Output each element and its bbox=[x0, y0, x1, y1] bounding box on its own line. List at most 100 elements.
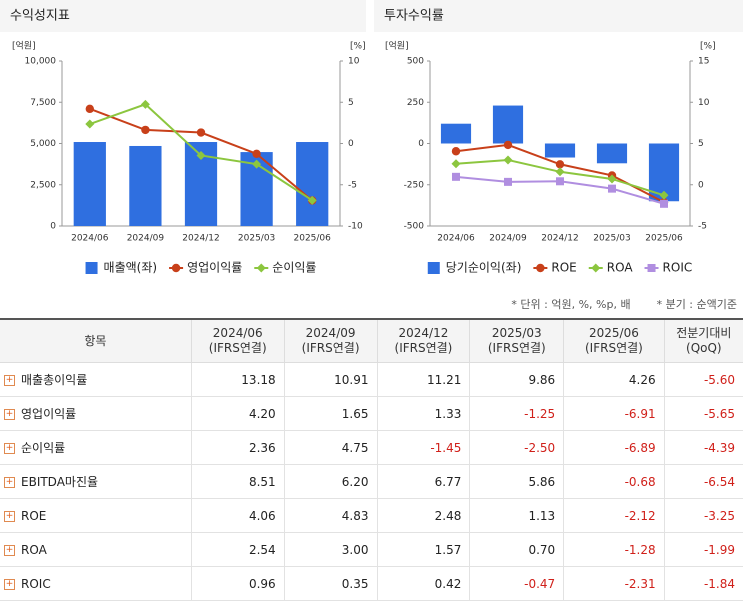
expand-icon[interactable]: + bbox=[4, 544, 15, 556]
line-marker bbox=[171, 263, 181, 273]
expand-icon[interactable]: + bbox=[4, 477, 15, 488]
value-cell: 0.96 bbox=[190, 566, 285, 601]
value-cell: 4.83 bbox=[283, 498, 378, 533]
legend: 당기순이익(좌) ROE ROA ROIC bbox=[427, 261, 692, 275]
column-header: 2025/06 (IFRS연결) bbox=[563, 319, 665, 363]
line-marker bbox=[555, 160, 565, 169]
value-cell: -2.31 bbox=[563, 566, 665, 601]
legend-label: 매출액(좌) bbox=[104, 261, 158, 275]
bar bbox=[544, 143, 576, 158]
value-cell: 1.57 bbox=[376, 532, 471, 567]
line-marker bbox=[452, 172, 460, 181]
column-basis: (IFRS연결) bbox=[394, 341, 453, 355]
column-period: 2024/09 bbox=[305, 326, 356, 340]
value-cell: -2.12 bbox=[563, 498, 665, 533]
value-cell: -5.60 bbox=[663, 362, 743, 397]
line-marker bbox=[555, 167, 565, 177]
line-marker bbox=[252, 159, 262, 169]
value-cell: -1.28 bbox=[563, 532, 665, 567]
value-cell: -3.25 bbox=[663, 498, 743, 533]
value-cell: 6.20 bbox=[283, 464, 378, 499]
row-label-cell: + ROE bbox=[0, 498, 192, 533]
column-basis: (IFRS연결) bbox=[584, 341, 643, 355]
value-cell: -6.91 bbox=[563, 396, 665, 431]
column-header: 2024/12 (IFRS연결) bbox=[376, 319, 471, 363]
y-tick-label: -500 bbox=[404, 222, 425, 232]
line-marker bbox=[591, 263, 601, 273]
value-cell: 1.65 bbox=[283, 396, 378, 431]
legend-label: ROE bbox=[551, 261, 576, 275]
line-marker bbox=[196, 128, 206, 137]
value-cell: -5.65 bbox=[663, 396, 743, 431]
column-basis: (IFRS연결) bbox=[301, 341, 360, 355]
row-label-cell: + 순이익률 bbox=[0, 430, 192, 465]
line-marker bbox=[608, 184, 616, 193]
line-marker bbox=[85, 119, 95, 129]
row-label-cell: + ROIC bbox=[0, 566, 192, 601]
value-cell: -1.84 bbox=[663, 566, 743, 601]
legend-label: 당기순이익(좌) bbox=[446, 261, 522, 275]
row-label: EBITDA마진율 bbox=[21, 475, 99, 489]
column-basis: (QoQ) bbox=[686, 341, 722, 355]
column-header: 항목 bbox=[0, 319, 192, 363]
table-row: + EBITDA마진율 8.51 6.20 6.77 5.86 -0.68 -6.54 bbox=[0, 464, 743, 499]
value-cell: 11.21 bbox=[376, 362, 471, 397]
y2-axis-unit: [%] bbox=[700, 42, 716, 52]
expand-icon[interactable]: + bbox=[4, 578, 15, 590]
legend-label: ROA bbox=[607, 261, 634, 275]
line-marker bbox=[659, 190, 669, 200]
table-row: + 영업이익률 4.20 1.65 1.33 -1.25 -6.91 -5.65 bbox=[0, 396, 743, 431]
value-cell: 1.33 bbox=[376, 396, 471, 431]
y-tick-label: 0 bbox=[418, 139, 424, 149]
column-period: 2024/12 bbox=[398, 326, 449, 340]
value-cell: 0.42 bbox=[376, 566, 471, 601]
column-period: 2025/03 bbox=[491, 326, 542, 340]
value-cell: 6.77 bbox=[376, 464, 471, 499]
expand-icon[interactable]: + bbox=[4, 409, 15, 420]
value-cell: -6.54 bbox=[663, 464, 743, 499]
value-cell: 4.26 bbox=[563, 362, 665, 397]
note: * 분기 : 순액기준 bbox=[656, 298, 737, 311]
x-tick-label: 2025/03 bbox=[238, 234, 275, 244]
expand-icon[interactable]: + bbox=[4, 375, 15, 386]
y-tick-label: 5,000 bbox=[30, 139, 56, 149]
value-cell: 2.36 bbox=[190, 430, 285, 465]
line-marker bbox=[451, 159, 461, 169]
value-cell: 4.06 bbox=[190, 498, 285, 533]
x-tick-label: 2024/09 bbox=[489, 234, 527, 244]
expand-icon[interactable]: + bbox=[4, 510, 15, 522]
value-cell: 9.86 bbox=[469, 362, 565, 397]
x-tick-label: 2024/09 bbox=[127, 234, 165, 244]
legend-swatch bbox=[85, 262, 98, 274]
value-cell: 8.51 bbox=[190, 464, 285, 499]
y2-tick-label: 10 bbox=[698, 98, 710, 108]
expand-icon[interactable]: + bbox=[4, 443, 15, 454]
value-cell: 4.75 bbox=[283, 430, 378, 465]
bar bbox=[596, 143, 628, 164]
y2-tick-label: -10 bbox=[348, 222, 363, 232]
x-tick-label: 2025/06 bbox=[294, 234, 332, 244]
panel-header bbox=[0, 0, 366, 32]
row-label-cell: + 매출총이익률 bbox=[0, 362, 192, 397]
y-axis-unit: [억원] bbox=[12, 40, 36, 52]
legend-swatch bbox=[427, 262, 440, 274]
x-tick-label: 2024/12 bbox=[182, 234, 219, 244]
column-header: 2024/09 (IFRS연결) bbox=[283, 319, 378, 363]
data-table: 항목 2024/06 (IFRS연결) 2024/09 (IFRS연결) 2024/12(… bbox=[0, 318, 743, 601]
line-marker bbox=[196, 150, 206, 160]
value-cell: 0.70 bbox=[469, 532, 565, 567]
y2-tick-label: 0 bbox=[348, 139, 354, 149]
value-cell: 2.54 bbox=[190, 532, 285, 567]
chart-title: 수익성지표 bbox=[10, 9, 70, 24]
line-marker bbox=[85, 104, 95, 114]
y2-tick-label: 5 bbox=[698, 139, 704, 149]
table-row: + ROE 4.06 4.83 2.48 1.13 -2.12 -3.25 bbox=[0, 498, 743, 533]
line-marker bbox=[140, 99, 150, 109]
x-tick-label: 2025/03 bbox=[593, 234, 630, 244]
x-tick-label: 2024/06 bbox=[437, 234, 475, 244]
y-tick-label: 500 bbox=[407, 57, 424, 67]
line-marker bbox=[647, 264, 656, 272]
row-label: ROA bbox=[21, 542, 47, 557]
column-period: 전분기대비 bbox=[676, 326, 732, 340]
value-cell: 0.35 bbox=[283, 566, 378, 601]
